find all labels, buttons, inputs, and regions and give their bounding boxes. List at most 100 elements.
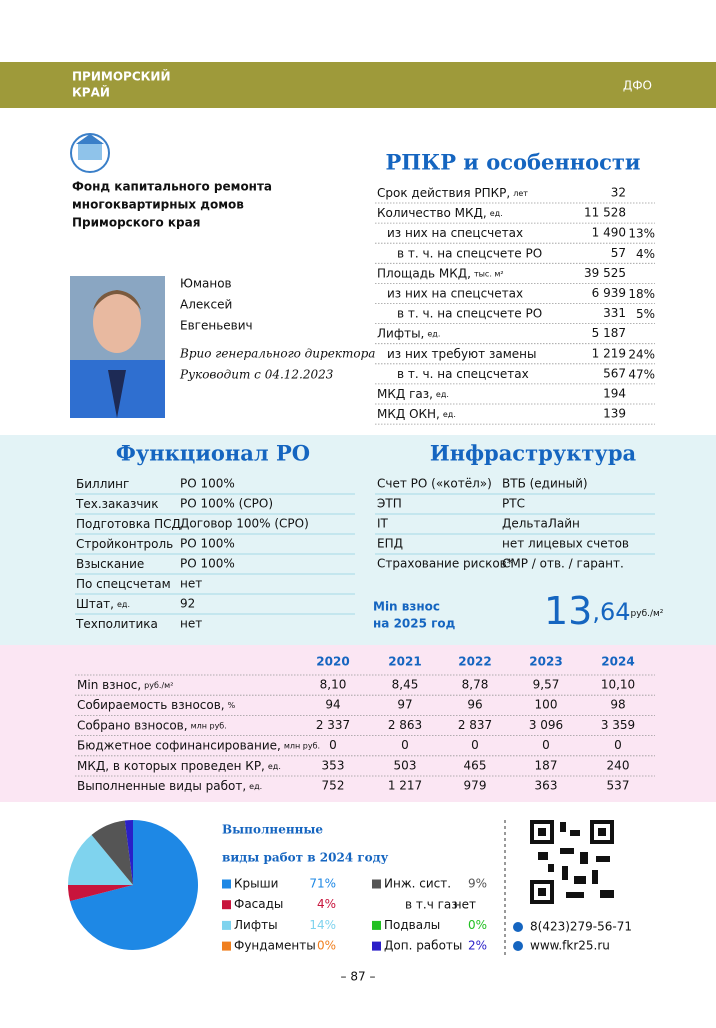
row-label: Лифты, xyxy=(377,326,424,340)
region-name: КРАЙ xyxy=(72,85,110,100)
row-value: РО 100% xyxy=(180,557,235,571)
text-line: МКД газ, ед. xyxy=(377,387,449,401)
legend-value: 0% xyxy=(317,939,336,953)
text-line: Срок действия РПКР, лет xyxy=(377,186,528,200)
row-label: МКД ОКН, xyxy=(377,407,440,421)
row-value: 32 xyxy=(611,186,626,200)
header-band xyxy=(0,62,716,108)
row-value: 1 219 xyxy=(592,346,626,360)
row-label: Подготовка ПСД xyxy=(76,517,181,531)
row-unit: ед. xyxy=(427,329,440,338)
row-unit: ед. xyxy=(117,600,130,609)
portrait xyxy=(70,276,165,418)
row-label: Биллинг xyxy=(76,477,129,491)
cell-value: 3 359 xyxy=(601,718,635,732)
cell-value: 465 xyxy=(464,758,487,772)
row-value: 194 xyxy=(603,387,626,401)
row-unit: ед. xyxy=(249,782,262,791)
row-label: Количество МКД, xyxy=(377,206,487,220)
cell-value: 97 xyxy=(397,698,412,712)
pie-slice xyxy=(68,834,133,885)
chart-title: Выполненные xyxy=(222,823,323,837)
row-label: Техполитика xyxy=(75,617,158,631)
pie-slice xyxy=(68,885,133,902)
row-share: 18% xyxy=(628,287,655,301)
legend-swatch xyxy=(372,941,381,951)
legend-value: 14% xyxy=(309,918,336,932)
cell-value: 537 xyxy=(607,779,630,793)
row-label: Площадь МКД, xyxy=(377,266,471,280)
row-label: МКД газ, xyxy=(377,387,433,401)
text-line: в т. ч. на спецсчете РО xyxy=(397,306,542,320)
legend-label: Фундаменты xyxy=(234,939,316,953)
gas-value: нет xyxy=(454,898,476,912)
legend-value: 0% xyxy=(468,918,487,932)
head-name: Юманов xyxy=(180,277,232,291)
row-value: РО 100% xyxy=(180,537,235,551)
legend-swatch xyxy=(222,900,231,910)
text-line: в т. ч. на спецсчете РО xyxy=(397,246,542,260)
cell-value: 363 xyxy=(535,779,558,793)
legend-label: Инж. сист. xyxy=(384,877,451,891)
text-line: Биллинг xyxy=(76,477,129,491)
row-label: ЭТП xyxy=(377,497,402,511)
row-value: 11 528 xyxy=(584,206,626,220)
row-label: МКД, в которых проведен КР, xyxy=(77,758,265,772)
text-line: Min взнос, руб./м² xyxy=(77,678,173,692)
legend-swatch xyxy=(222,879,231,889)
legend-swatch xyxy=(222,920,231,930)
row-value: РТС xyxy=(502,497,525,511)
row-unit: ед. xyxy=(443,410,456,419)
cell-value: 187 xyxy=(535,758,558,772)
cell-value: 8,10 xyxy=(320,678,347,692)
section-title: Функционал РО xyxy=(116,441,310,466)
infra-band xyxy=(0,435,716,645)
row-value: Договор 100% (СРО) xyxy=(180,517,309,531)
head-role: Врио генерального директора xyxy=(179,347,375,361)
row-label: ЕПД xyxy=(377,537,403,551)
row-label: Стройконтроль xyxy=(76,537,173,551)
legend-swatch xyxy=(222,941,231,951)
text-line: из них на спецсчетах xyxy=(387,226,523,240)
row-label: Выполненные виды работ, xyxy=(77,779,246,793)
row-label: Штат, xyxy=(76,597,114,611)
row-label: Собираемость взносов, xyxy=(77,698,225,712)
text-line: По спецсчетам xyxy=(76,577,171,591)
cell-value: 0 xyxy=(471,738,479,752)
org-name: Фонд капитального ремонта xyxy=(72,180,272,194)
qr-code xyxy=(530,820,614,904)
year-header: 2020 xyxy=(316,655,349,669)
row-value: РО 100% (СРО) xyxy=(180,497,273,511)
text-line: в т. ч. на спецсчетах xyxy=(397,366,529,380)
row-value: 5 187 xyxy=(592,326,626,340)
cell-value: 96 xyxy=(467,698,482,712)
text-line: Лифты, ед. xyxy=(377,326,440,340)
year-header: 2023 xyxy=(529,655,562,669)
text-line: МКД ОКН, ед. xyxy=(377,407,456,421)
row-unit: ед. xyxy=(268,761,281,770)
row-unit: млн руб. xyxy=(191,721,227,730)
row-share: 4% xyxy=(636,247,655,261)
row-label: Взыскание xyxy=(76,557,144,571)
legend-swatch xyxy=(372,920,381,930)
web-icon xyxy=(513,941,523,951)
page-number: – 87 – xyxy=(341,970,376,984)
text-line: Тех.заказчик xyxy=(75,497,158,511)
year-header: 2022 xyxy=(458,655,491,669)
section-title: РПКР и особенности xyxy=(385,150,640,175)
row-value: 139 xyxy=(603,407,626,421)
row-label: в т. ч. на спецсчетах xyxy=(397,366,529,380)
cell-value: 503 xyxy=(394,758,417,772)
min-fee-label: на 2025 год xyxy=(373,617,456,631)
cell-value: 0 xyxy=(401,738,409,752)
org-name: Приморского края xyxy=(72,216,200,230)
district: ДФО xyxy=(623,79,652,93)
cell-value: 0 xyxy=(614,738,622,752)
text-line: МКД, в которых проведен КР, ед. xyxy=(77,758,281,772)
row-share: 13% xyxy=(628,227,655,241)
row-share: 5% xyxy=(636,307,655,321)
cell-value: 1 217 xyxy=(388,779,422,793)
row-unit: лет xyxy=(513,189,528,198)
row-value: нет xyxy=(180,617,202,631)
